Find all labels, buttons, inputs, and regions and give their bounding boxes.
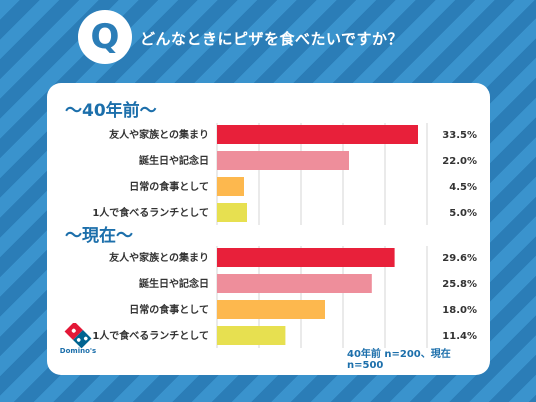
value-label: 11.4% [442,331,477,342]
bar [217,326,286,345]
category-label: 誕生日や記念日 [139,277,209,290]
bar [217,125,418,144]
bar [217,203,247,222]
section-title-present: 〜現在〜 [65,226,133,246]
category-label: 日常の食事として [129,180,209,193]
q-badge: Q [78,10,132,64]
category-label: 日常の食事として [129,303,209,316]
value-label: 25.8% [442,279,477,290]
bar-chart: 友人や家族との集まり 33.5% 誕生日や記念日 22.0% 日常の食事として 4.5% 1… [92,123,477,348]
category-label: 友人や家族との集まり [109,251,209,264]
chart-card: 〜40年前〜 〜現在〜 友人や家族との集まり 33.5% 誕生日や記念日 22.0% 日… [47,83,490,375]
value-label: 22.0% [442,156,477,167]
category-label: 誕生日や記念日 [139,154,209,167]
value-label: 4.5% [449,182,477,193]
question-title: どんなときにピザを食べたいですか？ [140,30,404,48]
value-label: 29.6% [442,253,477,264]
logo-text: Domino's [59,347,97,355]
value-label: 18.0% [442,305,477,316]
domino-tile-icon [64,321,92,349]
q-letter: Q [90,17,120,57]
footnote: 40年前 n=200、現在 n=500 [347,349,451,371]
bar [217,300,325,319]
bar [217,274,372,293]
category-label: 1人で食べるランチとして [92,206,209,219]
value-label: 5.0% [449,208,477,219]
category-label: 友人や家族との集まり [109,128,209,141]
bar [217,177,244,196]
category-label: 1人で食べるランチとして [92,329,209,342]
value-label: 33.5% [442,130,477,141]
bar [217,151,349,170]
section-title-past: 〜40年前〜 [65,101,157,121]
bar [217,248,395,267]
dominos-logo: Domino's [55,321,115,363]
